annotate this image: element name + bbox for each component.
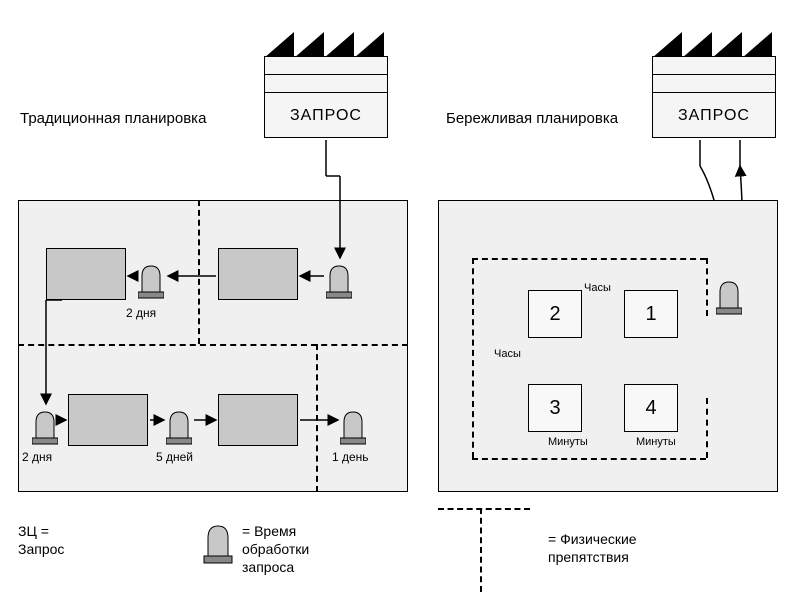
dashed-edge bbox=[472, 258, 706, 260]
legend-wait: = Время обработки запроса bbox=[242, 522, 309, 577]
lean-box-2: 2 bbox=[528, 290, 582, 338]
dashed-edge bbox=[472, 458, 706, 460]
edge-label: Часы bbox=[494, 348, 521, 360]
legend-dash-symbol bbox=[438, 508, 530, 592]
wait-icon bbox=[716, 278, 742, 316]
wait-icon bbox=[202, 522, 234, 566]
lean-box-1: 1 bbox=[624, 290, 678, 338]
dashed-edge bbox=[472, 258, 474, 458]
right-container bbox=[438, 200, 778, 492]
edge-label: Часы bbox=[584, 282, 611, 294]
lean-box-4: 4 bbox=[624, 384, 678, 432]
dashed-edge bbox=[706, 258, 708, 316]
legend-zc: ЗЦ = Запрос bbox=[18, 522, 64, 558]
dashed-edge bbox=[706, 398, 708, 458]
edge-label: Минуты bbox=[636, 436, 676, 448]
lean-box-3: 3 bbox=[528, 384, 582, 432]
edge-label: Минуты bbox=[548, 436, 588, 448]
legend-dash: = Физические препятствия bbox=[548, 530, 637, 566]
